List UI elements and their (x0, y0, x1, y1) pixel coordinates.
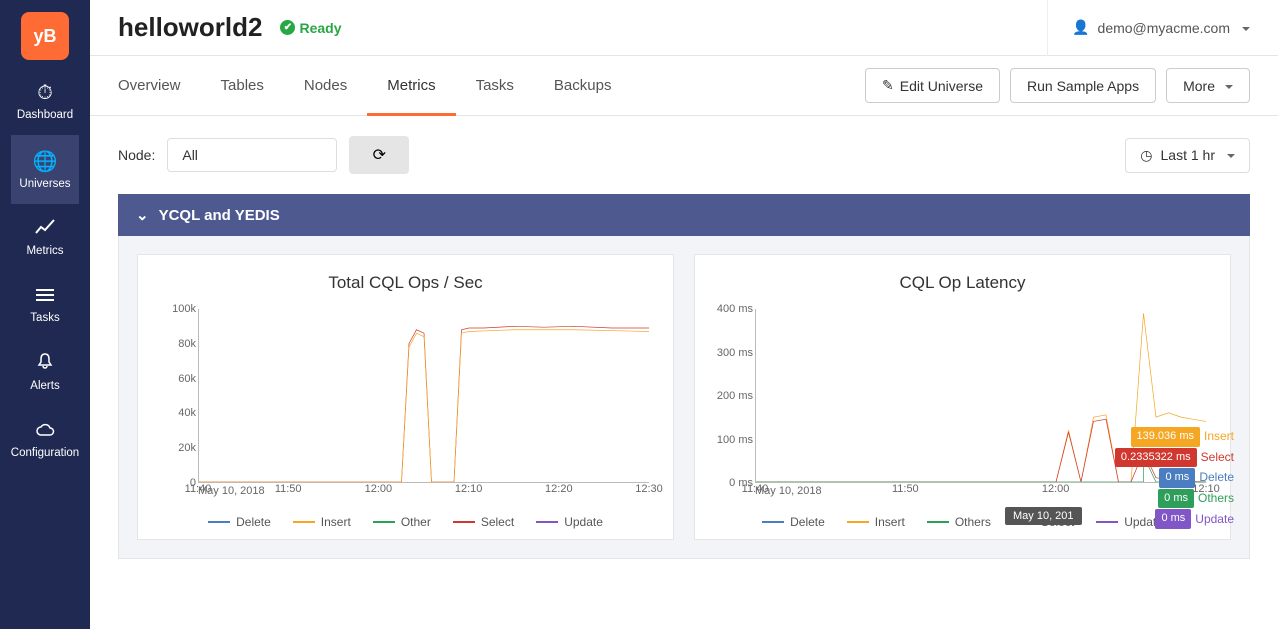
topbar: helloworld2 Ready 👤 demo@myacme.com (90, 0, 1278, 56)
legend-item-select[interactable]: Select (453, 515, 514, 529)
tab-tasks[interactable]: Tasks (456, 56, 534, 116)
metrics-icon (11, 218, 79, 241)
tooltip-row-update: 0 msUpdate (1115, 509, 1234, 529)
tab-nodes[interactable]: Nodes (284, 56, 367, 116)
sidebar-item-label: Dashboard (17, 109, 73, 121)
legend-item-other[interactable]: Others (927, 515, 991, 529)
tooltip-time: May 10, 201 (1005, 507, 1082, 525)
alerts-icon (11, 352, 79, 376)
tooltip: 139.036 msInsert0.2335322 msSelect0 msDe… (1115, 427, 1234, 530)
sidebar-item-label: Universes (19, 178, 70, 190)
main: helloworld2 Ready 👤 demo@myacme.com Over… (90, 0, 1278, 579)
sidebar-item-universes[interactable]: 🌐 Universes (11, 135, 79, 204)
time-range-select[interactable]: ◷ Last 1 hr (1125, 138, 1250, 173)
node-label: Node: (118, 147, 155, 163)
tab-metrics[interactable]: Metrics (367, 56, 455, 116)
sidebar-item-tasks[interactable]: Tasks (11, 271, 79, 338)
edit-universe-button[interactable]: ✎Edit Universe (865, 68, 1000, 103)
logo[interactable]: yB (21, 12, 69, 60)
refresh-icon: ⟳ (373, 145, 386, 165)
tabs-bar: OverviewTablesNodesMetricsTasksBackups ✎… (90, 56, 1278, 116)
panel-header[interactable]: ⌄ YCQL and YEDIS (118, 194, 1250, 236)
legend-item-delete[interactable]: Delete (762, 515, 825, 529)
chart-title: CQL Op Latency (709, 273, 1216, 293)
page-title: helloworld2 (118, 12, 262, 43)
run-sample-apps-button[interactable]: Run Sample Apps (1010, 68, 1156, 103)
pencil-icon: ✎ (882, 77, 894, 94)
chevron-down-icon: ⌄ (136, 206, 149, 224)
tab-backups[interactable]: Backups (534, 56, 632, 116)
sidebar-item-label: Configuration (11, 447, 79, 459)
configuration-icon (11, 420, 79, 443)
sidebar-item-label: Alerts (30, 380, 59, 392)
chart-latency: CQL Op Latency 400 ms300 ms200 ms100 ms0… (694, 254, 1231, 540)
legend-item-update[interactable]: Update (536, 515, 603, 529)
sidebar-item-alerts[interactable]: Alerts (11, 338, 79, 406)
more-button[interactable]: More (1166, 68, 1250, 103)
sidebar-item-metrics[interactable]: Metrics (11, 204, 79, 271)
sidebar: yB ⏱ Dashboard 🌐 Universes Metrics Tasks Alert… (0, 0, 90, 629)
clock-icon: ◷ (1140, 147, 1152, 164)
sidebar-item-label: Tasks (30, 312, 59, 324)
node-select[interactable]: All (167, 138, 337, 172)
filter-bar: Node: All ⟳ ◷ Last 1 hr (118, 136, 1250, 174)
tooltip-row-delete: 0 msDelete (1115, 468, 1234, 488)
chart-total-ops: Total CQL Ops / Sec 100k80k60k40k20k0 11… (137, 254, 674, 540)
tasks-icon (11, 285, 79, 308)
tab-tables[interactable]: Tables (201, 56, 284, 116)
legend-item-delete[interactable]: Delete (208, 515, 271, 529)
tab-overview[interactable]: Overview (118, 56, 201, 116)
dashboard-icon: ⏱ (11, 82, 79, 105)
tooltip-row-other: 0 msOthers (1115, 489, 1234, 509)
sidebar-item-configuration[interactable]: Configuration (11, 406, 79, 473)
legend-item-other[interactable]: Other (373, 515, 431, 529)
sidebar-item-dashboard[interactable]: ⏱ Dashboard (11, 68, 79, 135)
user-icon: 👤 (1072, 19, 1089, 36)
status-badge: Ready (280, 20, 341, 36)
legend-item-insert[interactable]: Insert (847, 515, 905, 529)
legend-item-insert[interactable]: Insert (293, 515, 351, 529)
tooltip-row-insert: 139.036 msInsert (1115, 427, 1234, 447)
user-menu[interactable]: 👤 demo@myacme.com (1047, 0, 1250, 56)
refresh-button[interactable]: ⟳ (349, 136, 409, 174)
sidebar-item-label: Metrics (26, 245, 63, 257)
universes-icon: 🌐 (11, 149, 79, 174)
tooltip-row-select: 0.2335322 msSelect (1115, 448, 1234, 468)
chart-title: Total CQL Ops / Sec (152, 273, 659, 293)
